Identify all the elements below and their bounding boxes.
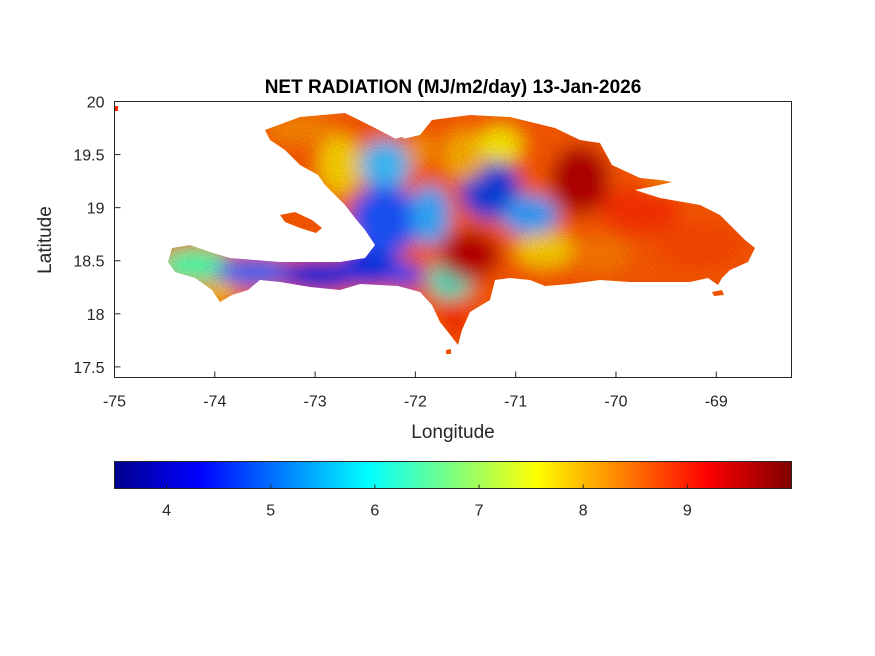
data-speck — [115, 106, 118, 111]
x-tick-label: -70 — [604, 394, 627, 411]
y-tick-label: 20 — [87, 95, 105, 112]
y-axis-label: Latitude — [35, 206, 56, 274]
x-tick-label: -72 — [404, 394, 427, 411]
colorbar-tick-label: 5 — [266, 503, 275, 520]
x-axis: -75 -74 -73 -72 -71 -70 -69 — [103, 371, 728, 411]
y-tick-label: 18 — [87, 307, 105, 324]
x-tick-label: -73 — [304, 394, 327, 411]
colorbar-tick-label: 4 — [162, 503, 171, 520]
colorbar-tick-label: 8 — [579, 503, 588, 520]
axes-box — [114, 101, 792, 378]
colorbar-tick-label: 6 — [370, 503, 379, 520]
y-axis: 20 19.5 19 18.5 18 17.5 — [73, 95, 121, 377]
chart-title: NET RADIATION (MJ/m2/day) 13-Jan-2026 — [265, 77, 642, 98]
colorbar — [114, 461, 792, 489]
colorbar-tick-label: 9 — [683, 503, 692, 520]
x-tick-label: -74 — [203, 394, 226, 411]
x-tick-label: -75 — [103, 394, 126, 411]
y-tick-label: 17.5 — [73, 360, 104, 377]
y-tick-label: 18.5 — [73, 254, 104, 271]
x-tick-label: -71 — [504, 394, 527, 411]
x-tick-label: -69 — [705, 394, 728, 411]
y-tick-label: 19 — [87, 201, 105, 218]
net-radiation-field — [168, 113, 755, 354]
x-axis-label: Longitude — [411, 422, 494, 443]
colorbar-tick-label: 7 — [475, 503, 484, 520]
y-tick-label: 19.5 — [73, 148, 104, 165]
colorbar-ticks: 4 5 6 7 8 9 — [162, 484, 692, 520]
